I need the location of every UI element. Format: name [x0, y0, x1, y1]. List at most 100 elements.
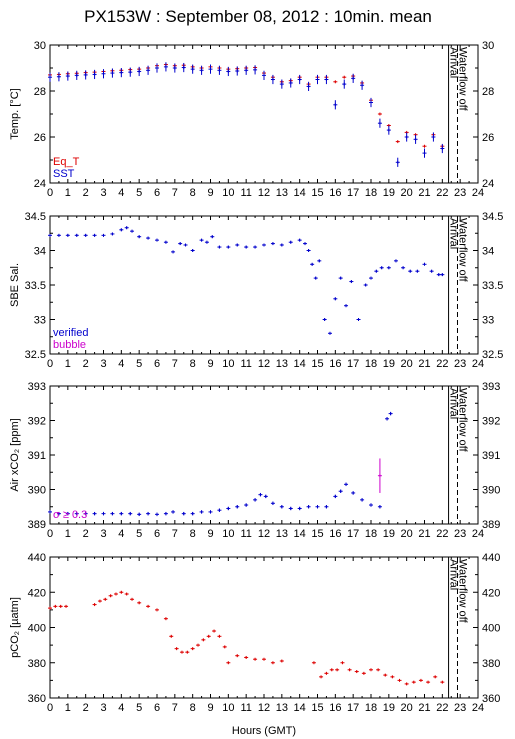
- y-tick-label-left: 393: [28, 381, 46, 393]
- y-tick-label-right: 33: [482, 315, 494, 327]
- legend-entry: bubble: [53, 339, 86, 351]
- event-label: Waterflow off: [456, 47, 468, 112]
- x-tick-label: 22: [436, 528, 448, 540]
- x-tick-label: 4: [118, 528, 124, 540]
- x-tick-label: 23: [454, 187, 466, 199]
- x-tick-label: 16: [329, 702, 341, 714]
- plot-frame: [49, 385, 479, 525]
- x-tick-label: 11: [240, 187, 251, 199]
- y-tick-label-right: 380: [482, 658, 500, 670]
- x-tick-label: 2: [83, 358, 89, 370]
- x-tick-label: 14: [294, 702, 306, 714]
- x-tick-label: 16: [329, 187, 341, 199]
- x-tick-label: 22: [436, 702, 448, 714]
- series-2: [48, 62, 445, 167]
- x-tick-label: 10: [222, 702, 234, 714]
- y-tick-label-left: 400: [28, 623, 46, 635]
- event-label: Waterflow off: [456, 559, 468, 624]
- x-tick-label: 2: [83, 702, 89, 714]
- series-1: [48, 63, 445, 148]
- x-tick-label: 1: [65, 187, 71, 199]
- y-tick-label-left: 28: [34, 86, 46, 98]
- x-tick-label: 19: [383, 702, 395, 714]
- x-tick-label: 21: [418, 702, 430, 714]
- x-tick-label: 24: [472, 358, 484, 370]
- series-2: [377, 458, 382, 493]
- x-tick-label: 20: [401, 702, 413, 714]
- x-tick-label: 13: [276, 702, 288, 714]
- legend-entry: Eq_T: [53, 156, 80, 168]
- y-tick-label-right: 30: [482, 40, 494, 52]
- panel-2: 0 1 2 3 4 5 6 7 8 9 10 11 12 13 14 15 16 17 18 19 20 21 22 23 24…: [9, 211, 503, 370]
- x-tick-label: 8: [190, 187, 196, 199]
- x-tick-label: 10: [222, 528, 234, 540]
- y-tick-label-right: 390: [482, 485, 500, 497]
- x-tick-label: 15: [311, 702, 323, 714]
- x-tick-label: 0: [47, 187, 53, 199]
- y-tick-label-left: 440: [28, 552, 46, 564]
- x-tick-label: 18: [365, 528, 377, 540]
- event-label: Arrival: [448, 218, 460, 249]
- x-tick-label: 0: [47, 358, 53, 370]
- x-tick-label: 5: [136, 187, 142, 199]
- event-label: Waterflow off: [456, 388, 468, 453]
- x-tick-label: 11: [240, 528, 251, 540]
- x-tick-label: 24: [472, 187, 484, 199]
- x-tick-label: 0: [47, 528, 53, 540]
- x-tick-label: 1: [65, 358, 71, 370]
- x-tick-label: 10: [222, 358, 234, 370]
- x-tick-label: 16: [329, 528, 341, 540]
- x-tick-label: 23: [454, 528, 466, 540]
- x-tick-label: 20: [401, 358, 413, 370]
- x-tick-label: 6: [154, 358, 160, 370]
- x-tick-label: 22: [436, 358, 448, 370]
- x-tick-label: 16: [329, 358, 341, 370]
- x-tick-label: 9: [207, 187, 213, 199]
- x-tick-label: 7: [172, 358, 178, 370]
- chart-title: PX153W : September 08, 2012 : 10min. mea…: [84, 7, 432, 26]
- y-tick-label-right: 389: [482, 519, 500, 531]
- y-tick-label-right: 33.5: [482, 280, 503, 292]
- x-tick-label: 14: [294, 358, 306, 370]
- x-tick-label: 14: [294, 187, 306, 199]
- panel-4: 0 1 2 3 4 5 6 7 8 9 10 11 12 13 14 15 16 17 18 19 20 21 22 23 24…: [9, 552, 500, 714]
- y-tick-label-right: 34: [482, 246, 494, 258]
- x-tick-label: 11: [240, 702, 251, 714]
- y-tick-label-left: 34: [34, 246, 46, 258]
- x-tick-label: 18: [365, 358, 377, 370]
- x-tick-label: 13: [276, 528, 288, 540]
- x-tick-label: 15: [311, 528, 323, 540]
- y-tick-label-right: 32.5: [482, 349, 503, 361]
- x-tick-label: 3: [100, 528, 106, 540]
- x-tick-label: 4: [118, 358, 124, 370]
- y-tick-label-right: 420: [482, 587, 500, 599]
- x-tick-label: 24: [472, 528, 484, 540]
- x-tick-label: 23: [454, 358, 466, 370]
- x-tick-label: 9: [207, 358, 213, 370]
- y-tick-label-left: 32.5: [25, 349, 46, 361]
- event-label: Waterflow off: [456, 218, 468, 283]
- y-tick-label-right: 24: [482, 178, 494, 190]
- y-tick-label-left: 390: [28, 485, 46, 497]
- x-tick-label: 19: [383, 358, 395, 370]
- panel-1: 0 1 2 3 4 5 6 7 8 9 10 11 12 13 14 15 16 17 18 19 20 21 22 23 24…: [9, 40, 494, 199]
- x-tick-label: 8: [190, 528, 196, 540]
- x-tick-label: 8: [190, 358, 196, 370]
- x-tick-label: 18: [365, 187, 377, 199]
- legend-entry: verified: [53, 327, 88, 339]
- x-tick-label: 0: [47, 702, 53, 714]
- x-tick-label: 20: [401, 187, 413, 199]
- x-tick-label: 3: [100, 187, 106, 199]
- y-tick-label-right: 393: [482, 381, 500, 393]
- x-tick-label: 19: [383, 187, 395, 199]
- y-tick-label-left: 34.5: [25, 211, 46, 223]
- x-tick-label: 21: [418, 187, 430, 199]
- y-tick-label-left: 420: [28, 587, 46, 599]
- series-1: [48, 226, 445, 335]
- y-tick-label-right: 28: [482, 86, 494, 98]
- event-label: Arrival: [448, 559, 460, 590]
- x-tick-label: 5: [136, 702, 142, 714]
- y-tick-label-left: 30: [34, 40, 46, 52]
- y-tick-label-left: 380: [28, 658, 46, 670]
